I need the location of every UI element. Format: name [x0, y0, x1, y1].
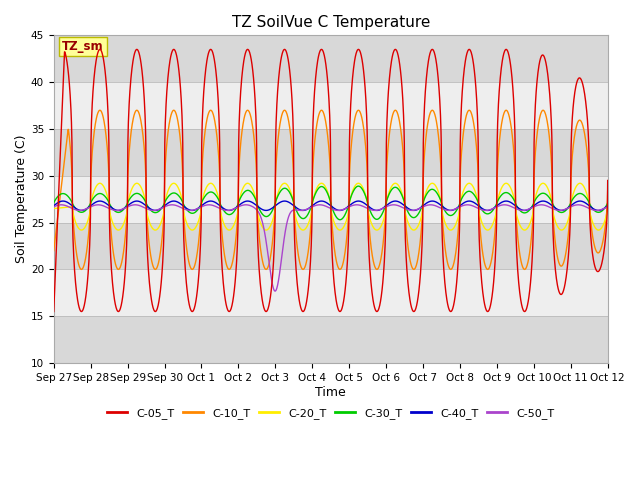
Bar [54, 176, 608, 223]
C-30_T [153, 209, 161, 215]
Line: C-05_T: C-05_T [54, 49, 608, 312]
C-05_T [580, 85, 588, 91]
Text: TZ_sm: TZ_sm [62, 40, 104, 53]
Line: C-20_T: C-20_T [54, 183, 608, 230]
C-10_T [154, 264, 161, 270]
C-40_T [604, 203, 612, 209]
C-20_T [154, 226, 161, 232]
C-10_T [202, 127, 209, 132]
C-10_T [580, 127, 588, 132]
C-40_T [50, 203, 58, 209]
C-10_T [394, 112, 402, 118]
C-30_T [201, 193, 209, 199]
C-30_T [580, 192, 588, 198]
C-40_T [337, 207, 344, 213]
C-05_T [153, 306, 161, 312]
C-20_T [495, 191, 503, 196]
C-50_T [604, 204, 612, 210]
C-50_T [495, 203, 503, 209]
C-20_T [77, 227, 85, 233]
C-10_T [77, 266, 85, 272]
C-50_T [50, 204, 58, 210]
C-40_T [59, 198, 67, 204]
C-20_T [96, 180, 104, 186]
C-30_T [337, 217, 344, 223]
Line: C-40_T: C-40_T [54, 201, 608, 210]
C-20_T [50, 205, 58, 211]
C-30_T [50, 200, 58, 206]
C-30_T [604, 200, 612, 206]
Line: C-10_T: C-10_T [54, 110, 608, 269]
Line: C-30_T: C-30_T [54, 186, 608, 220]
C-20_T [580, 184, 588, 190]
X-axis label: Time: Time [316, 385, 346, 398]
C-50_T [337, 207, 344, 213]
C-05_T [50, 309, 58, 314]
C-30_T [336, 217, 344, 223]
C-10_T [96, 108, 104, 113]
C-40_T [202, 200, 209, 206]
C-50_T [580, 203, 588, 209]
C-30_T [495, 195, 503, 201]
Bar [54, 269, 608, 316]
Y-axis label: Soil Temperature (C): Soil Temperature (C) [15, 135, 28, 264]
C-20_T [202, 187, 209, 193]
C-20_T [394, 182, 402, 188]
Title: TZ SoilVue C Temperature: TZ SoilVue C Temperature [232, 15, 430, 30]
C-10_T [495, 138, 503, 144]
C-50_T [271, 288, 279, 294]
C-30_T [355, 183, 362, 189]
C-05_T [495, 88, 503, 94]
C-10_T [337, 266, 344, 272]
C-05_T [394, 51, 402, 57]
C-10_T [50, 248, 58, 253]
Bar [54, 82, 608, 129]
C-40_T [580, 199, 588, 205]
C-40_T [154, 207, 161, 213]
C-05_T [337, 309, 344, 314]
C-50_T [153, 207, 161, 213]
C-40_T [394, 199, 402, 204]
C-05_T [604, 178, 612, 183]
C-50_T [394, 203, 402, 208]
C-30_T [394, 186, 402, 192]
C-50_T [58, 202, 65, 208]
C-20_T [337, 227, 344, 233]
C-50_T [201, 203, 209, 208]
C-20_T [604, 204, 612, 210]
C-40_T [77, 207, 85, 213]
Legend: C-05_T, C-10_T, C-20_T, C-30_T, C-40_T, C-50_T: C-05_T, C-10_T, C-20_T, C-30_T, C-40_T, … [103, 403, 559, 423]
C-05_T [96, 47, 104, 52]
Line: C-50_T: C-50_T [54, 205, 608, 291]
C-10_T [604, 187, 612, 192]
C-40_T [495, 201, 503, 207]
C-05_T [201, 72, 209, 78]
